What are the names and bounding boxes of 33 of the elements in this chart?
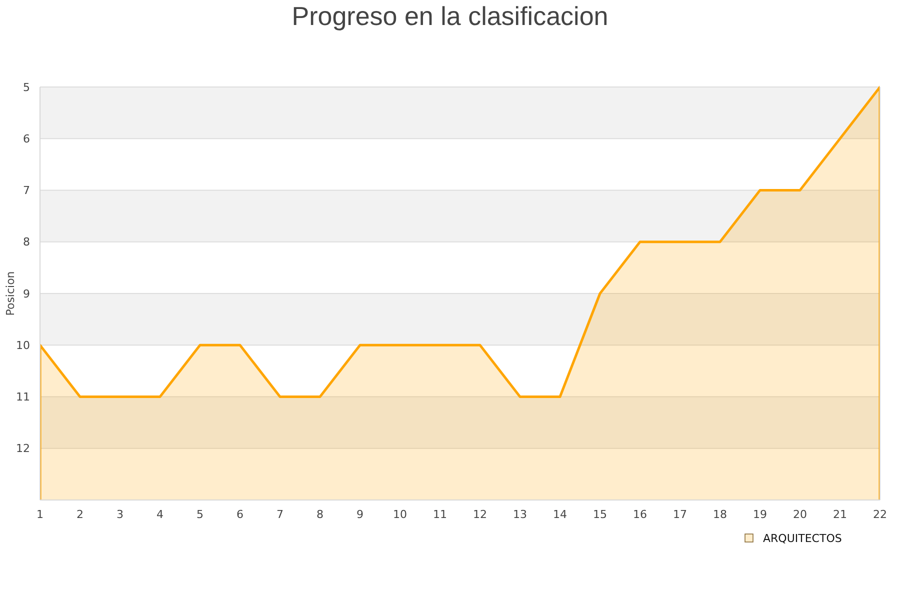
x-tick-label: 16 <box>633 508 647 521</box>
x-tick-label: 2 <box>76 508 84 521</box>
x-tick-label: 15 <box>593 508 607 521</box>
x-tick-label: 11 <box>433 508 447 521</box>
x-tick-label: 10 <box>393 508 407 521</box>
y-tick-label: 5 <box>23 80 30 94</box>
x-tick-label: 12 <box>473 508 487 521</box>
x-tick-label: 9 <box>356 508 364 521</box>
y-tick-label: 10 <box>16 338 30 352</box>
x-tick-label: 5 <box>196 508 204 521</box>
x-tick-label: 1 <box>36 508 44 521</box>
x-tick-label: 4 <box>156 508 164 521</box>
chart-title: Progreso en la clasificacion <box>292 1 608 31</box>
y-tick-label: 8 <box>23 236 30 249</box>
legend-label: ARQUITECTOS <box>763 532 842 545</box>
x-tick-label: 13 <box>513 508 527 521</box>
x-tick-label: 20 <box>793 508 807 521</box>
y-tick-label: 9 <box>23 287 30 300</box>
x-tick-label: 14 <box>553 508 567 521</box>
x-tick-label: 6 <box>236 508 244 521</box>
y-tick-label: 6 <box>23 132 30 146</box>
y-axis-title: Posicion <box>4 271 17 316</box>
x-tick-label: 8 <box>316 508 324 521</box>
x-tick-label: 21 <box>833 508 847 521</box>
x-tick-label: 19 <box>753 508 767 521</box>
x-tick-label: 17 <box>673 508 687 521</box>
y-tick-label: 7 <box>23 184 30 198</box>
x-tick-label: 22 <box>873 508 887 521</box>
y-tick-label: 12 <box>16 442 30 456</box>
x-tick-label: 3 <box>116 508 124 521</box>
y-tick-label: 11 <box>16 390 30 404</box>
x-tick-label: 18 <box>713 508 727 521</box>
x-tick-label: 7 <box>276 508 284 521</box>
